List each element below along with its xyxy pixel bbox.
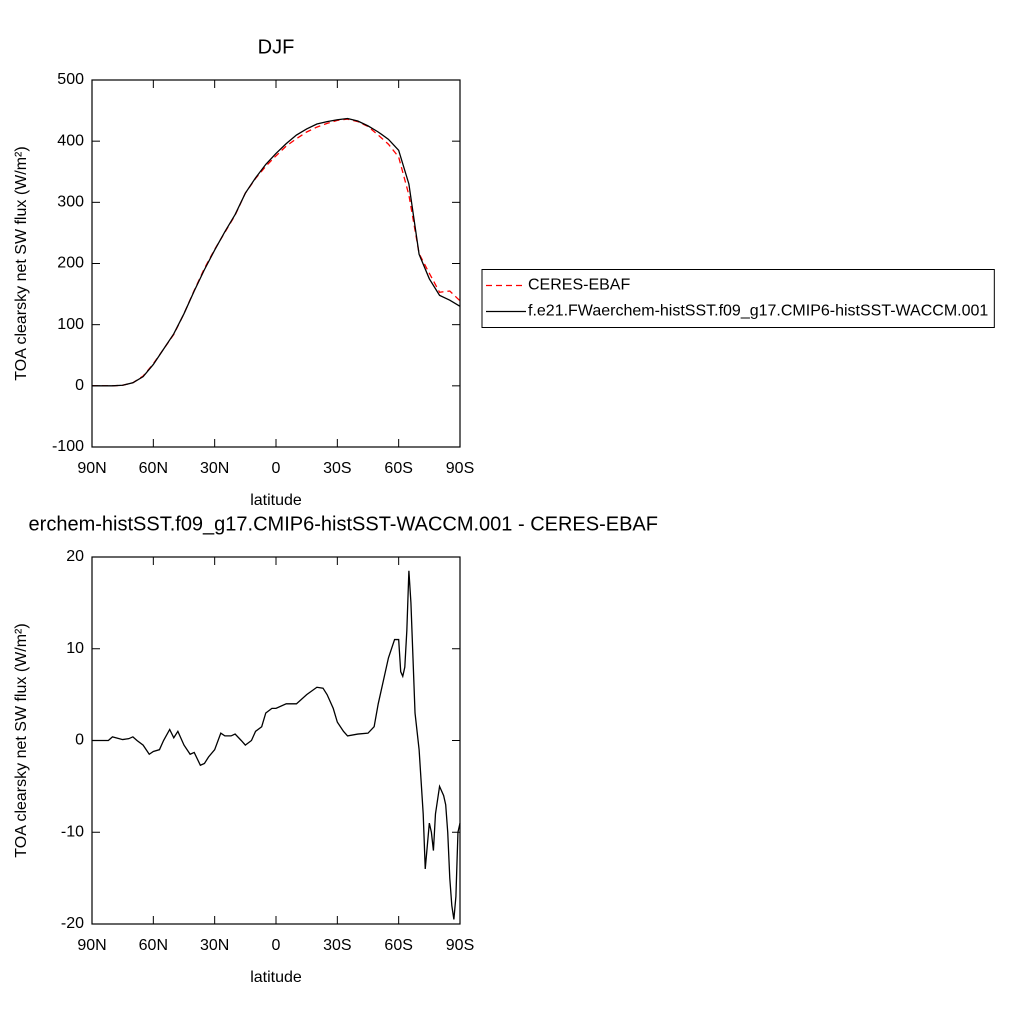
y-axis-label: TOA clearsky net SW flux (W/m²) [13,623,30,857]
y-tick-label: 0 [75,732,84,749]
y-tick-label: 400 [57,132,84,149]
x-tick-label: 0 [272,460,281,477]
legend-label: CERES-EBAF [528,277,630,294]
x-axis-label: latitude [250,492,302,509]
y-axis-label: TOA clearsky net SW flux (W/m²) [13,146,30,380]
x-tick-label: 60S [384,460,412,477]
plot-frame [91,556,461,925]
data-line [92,118,461,387]
y-tick-label: 300 [57,194,84,211]
y-tick-label: 500 [57,71,84,88]
data-line [92,570,461,920]
y-tick-label: 0 [75,377,84,394]
x-tick-label: 60N [139,460,168,477]
chart-title: DJF [258,36,295,58]
y-tick-label: 200 [57,255,84,272]
legend: CERES-EBAF f.e21.FWaerchem-histSST.f09_g1… [481,269,995,328]
y-tick-label: -10 [61,823,84,840]
y-tick-label: 100 [57,316,84,333]
legend-label: f.e21.FWaerchem-histSST.f09_g17.CMIP6-hi… [528,303,988,320]
x-tick-label: 90S [446,937,474,954]
y-tick-label: 20 [66,548,84,565]
x-tick-label: 90N [77,937,106,954]
x-tick-label: 60N [139,937,168,954]
x-axis-label: latitude [250,969,302,986]
x-tick-label: 30S [323,460,351,477]
x-tick-label: 0 [272,937,281,954]
y-tick-label: -20 [61,915,84,932]
data-line [92,117,461,387]
plot-frame [91,79,461,448]
x-tick-label: 60S [384,937,412,954]
x-tick-label: 90S [446,460,474,477]
y-tick-label: 10 [66,640,84,657]
x-tick-label: 30S [323,937,351,954]
x-tick-label: 30N [200,460,229,477]
x-tick-label: 90N [77,460,106,477]
y-tick-label: -100 [52,438,84,455]
legend-box [481,269,995,328]
x-tick-label: 30N [200,937,229,954]
chart-title: erchem-histSST.f09_g17.CMIP6-histSST-WAC… [29,513,658,535]
